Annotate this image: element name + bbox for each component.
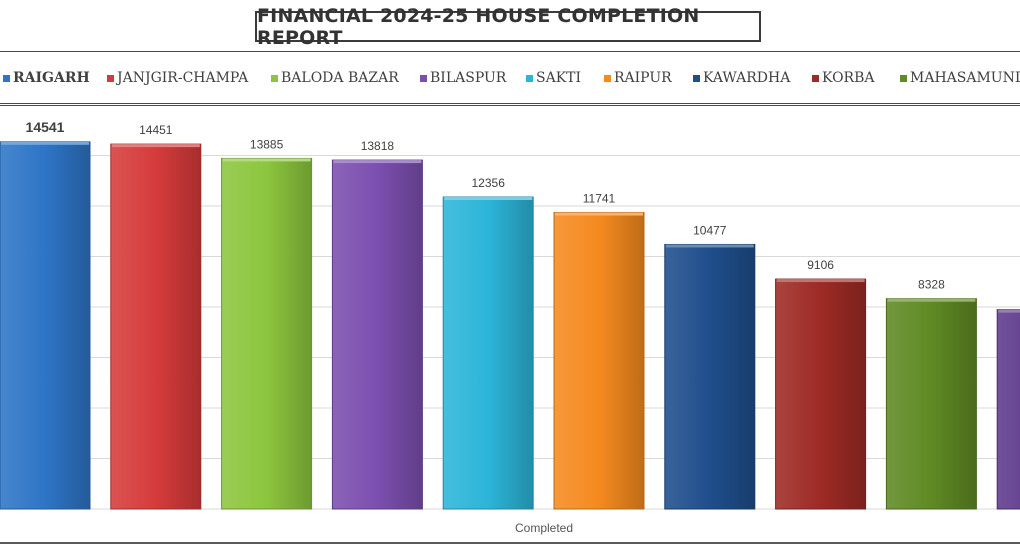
bar-mahasamund (885, 298, 977, 510)
legend-swatch (420, 74, 427, 82)
data-labels: 14541 14451 13885 13818 12356 11741 10477 9106 8… (26, 119, 946, 292)
data-label: 12356 (472, 176, 506, 190)
bar-kawardha (664, 243, 756, 510)
x-axis-label: Completed (515, 521, 573, 535)
data-label: 14541 (26, 119, 65, 135)
legend-label: BALODA BAZAR (281, 70, 399, 86)
data-label: 9106 (807, 258, 834, 272)
legend-swatch (812, 74, 819, 82)
legend-swatch (900, 74, 907, 82)
chart-title: FINANCIAL 2024-25 HOUSE COMPLETION REPOR… (255, 5, 761, 49)
bar-top-highlight (665, 244, 754, 248)
data-label: 13818 (361, 139, 395, 153)
legend-label: RAIGARH (13, 70, 90, 86)
bar-raipur (553, 212, 645, 510)
bar-bilaspur (331, 159, 423, 510)
legend-item-kawardha: KAWARDHA (693, 70, 790, 86)
legend-swatch (693, 74, 700, 82)
legend-label: KAWARDHA (703, 70, 791, 86)
bar-korba (775, 278, 867, 510)
bars (0, 141, 1020, 510)
data-label: 10477 (693, 223, 727, 237)
legend-item-raipur: RAIPUR (604, 70, 672, 86)
legend-item-bilaspur: BILASPUR (420, 70, 506, 86)
legend-label: BILASPUR (430, 70, 507, 86)
bar-raigarh (0, 141, 91, 510)
bar-chart: 14541 14451 13885 13818 12356 11741 10477 9106 8… (0, 119, 1020, 535)
legend-label: SAKTI (536, 70, 582, 86)
legend-item-janjgir-champa: JANJGIR-CHAMPA (107, 70, 248, 86)
legend-swatch (3, 74, 10, 82)
bar-top-highlight (333, 160, 422, 164)
legend-label: RAIPUR (614, 70, 672, 86)
bar-top-highlight (444, 197, 533, 201)
bar-top-highlight (222, 158, 311, 162)
bar-sakti (442, 196, 534, 510)
bar-partial (996, 309, 1020, 510)
legend-item-korba: KORBA (812, 70, 875, 86)
legend-label: KORBA (822, 70, 875, 86)
bar-top-highlight (111, 144, 200, 148)
legend-label: MAHASAMUND (910, 70, 1020, 86)
chart-frame-bottom (0, 542, 1020, 544)
legend-item-sakti: SAKTI (526, 70, 581, 86)
bar-top-highlight (1, 141, 89, 145)
legend-swatch (271, 74, 278, 82)
legend-item-baloda-bazar: BALODA BAZAR (271, 70, 399, 86)
chart-legend: RAIGARH JANJGIR-CHAMPA BALODA BAZAR BILASPU… (0, 51, 1020, 106)
bar-top-highlight (998, 309, 1020, 313)
legend-item-mahasamund: MAHASAMUND (900, 70, 1020, 86)
data-label: 13885 (250, 137, 284, 151)
data-label: 14451 (139, 123, 173, 137)
legend-swatch (107, 74, 114, 82)
bar-top-highlight (776, 279, 865, 283)
bar-janjgir-champa (110, 143, 202, 510)
bar-top-highlight (887, 298, 976, 302)
data-label: 8328 (918, 278, 945, 292)
legend-swatch (604, 74, 611, 82)
legend-swatch (526, 74, 533, 82)
legend-item-raigarh: RAIGARH (3, 70, 90, 86)
data-label: 11741 (583, 192, 616, 206)
bar-top-highlight (555, 212, 643, 216)
bar-baloda-bazar (221, 157, 313, 510)
legend-label: JANJGIR-CHAMPA (117, 70, 249, 86)
